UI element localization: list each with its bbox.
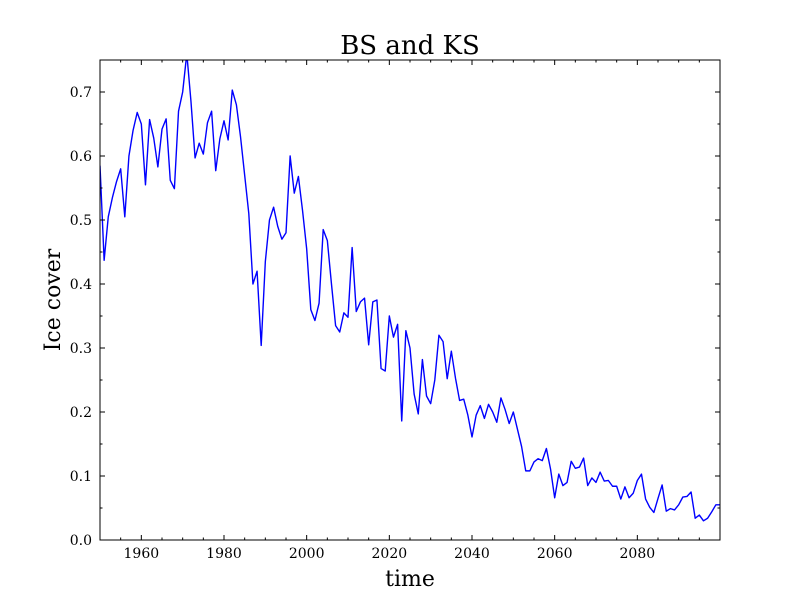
- x-tick-label: 2040: [454, 546, 490, 562]
- plot-area: 1960 1980 2000 2020 2040 2060 2080 0.0 0.1 0.2 0.3…: [70, 59, 721, 562]
- x-tick-label: 2020: [372, 546, 408, 562]
- x-tick-label: 2000: [289, 546, 325, 562]
- chart-title: BS and KS: [340, 31, 480, 61]
- x-tick-label: 2080: [620, 546, 656, 562]
- y-tick-label: 0.3: [70, 341, 92, 357]
- y-tick-label: 0.2: [70, 405, 92, 421]
- series-line-0: [100, 60, 720, 522]
- y-axis-label: Ice cover: [41, 248, 66, 351]
- x-axis-label: time: [385, 567, 435, 592]
- y-tick-label: 0.6: [70, 149, 92, 165]
- x-tick-label: 1980: [206, 546, 242, 562]
- y-tick-label: 0.4: [70, 277, 92, 293]
- y-tick-label: 0.7: [70, 85, 92, 101]
- y-tick-label: 0.5: [70, 213, 92, 229]
- x-tick-label: 2060: [537, 546, 573, 562]
- x-tick-label: 1960: [124, 546, 160, 562]
- y-tick-label: 0.0: [70, 533, 92, 549]
- y-tick-label: 0.1: [70, 469, 92, 485]
